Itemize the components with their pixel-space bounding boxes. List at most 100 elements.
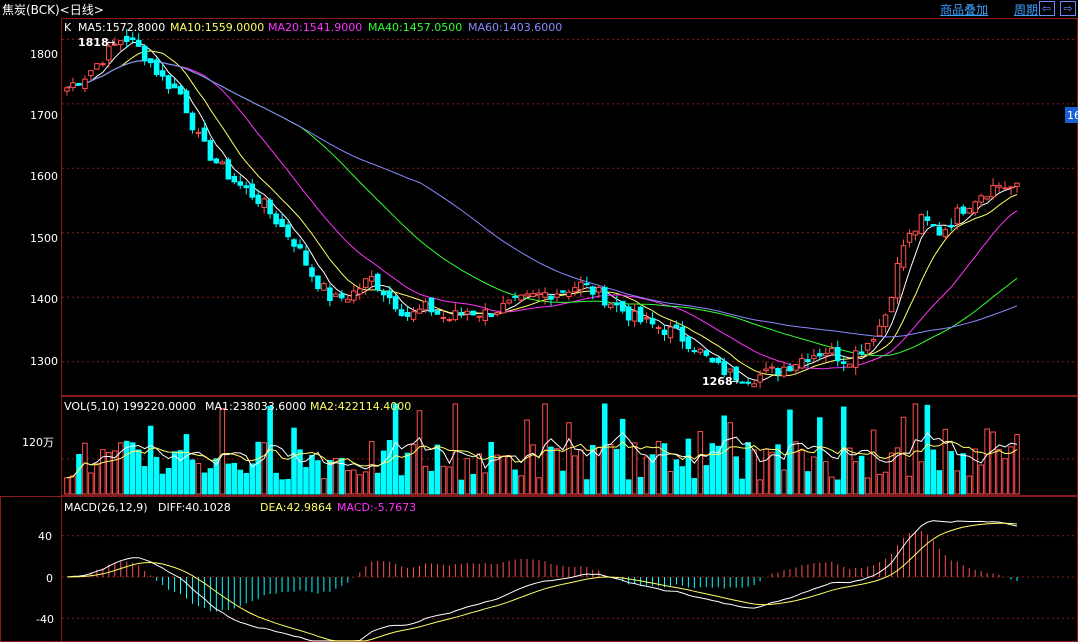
candle-body — [763, 368, 769, 372]
price-tick-1600: 1600 — [30, 170, 58, 183]
volume-bar — [799, 449, 805, 495]
candle-body — [219, 161, 226, 165]
candle-body — [703, 350, 710, 356]
volume-bar — [703, 465, 710, 495]
volume-bar — [709, 443, 716, 495]
high-marker-label: 1818 — [78, 36, 109, 49]
candle-body — [506, 299, 512, 304]
price-panel-border — [61, 18, 1078, 396]
volume-bar — [386, 439, 393, 495]
volume-bar — [924, 404, 931, 495]
volume-bar — [351, 469, 357, 495]
candle-body — [918, 214, 925, 234]
candle-body — [691, 350, 698, 353]
volume-bar — [231, 462, 238, 495]
ma60-legend: MA60:1403.6000 — [468, 21, 562, 34]
candle-body — [894, 263, 901, 299]
candle-body — [225, 159, 232, 180]
volume-bar — [888, 452, 895, 495]
volume-bar — [715, 445, 722, 495]
volume-bar — [721, 415, 728, 495]
volume-bar — [207, 468, 214, 495]
period-link[interactable]: 周期 — [1013, 3, 1038, 17]
candle-body — [141, 45, 148, 62]
candle-body — [297, 244, 303, 249]
candle-body — [787, 366, 793, 372]
candle-body — [159, 70, 166, 77]
volume-bar — [613, 448, 620, 495]
volume-bar — [117, 442, 124, 495]
candle-body — [595, 286, 602, 293]
volume-bar — [607, 443, 614, 495]
volume-bar — [147, 425, 154, 495]
volume-bar — [817, 417, 823, 495]
volume-bar — [285, 479, 291, 495]
right-price-tag-text: 16 — [1067, 109, 1078, 122]
volume-bar — [291, 427, 297, 495]
volume-bar — [112, 450, 118, 495]
candle-body — [82, 78, 88, 89]
candle-body — [840, 361, 847, 364]
volume-bar — [894, 447, 901, 495]
candle-body — [936, 226, 943, 236]
volume-bar — [297, 449, 303, 495]
candle-body — [799, 358, 805, 369]
volume-bar — [76, 454, 82, 495]
candle-body — [117, 40, 124, 46]
candle-body — [386, 290, 393, 299]
candle-body — [291, 239, 297, 247]
candle-body — [673, 324, 680, 329]
nav-buttons: ⇦ ⇨ — [1037, 1, 1076, 16]
volume-bar — [279, 479, 285, 495]
candle-body — [619, 300, 626, 312]
volume-bar — [918, 461, 925, 495]
candle-body — [536, 292, 542, 296]
candle-body — [422, 301, 429, 311]
ma10-line — [66, 50, 1018, 377]
chart-canvas: K MA5:1572.8000 MA10:1559.0000 MA20:1541… — [0, 18, 1078, 642]
volume-bar — [787, 409, 793, 495]
volume-bar — [506, 455, 512, 495]
nav-next-button[interactable]: ⇨ — [1060, 1, 1076, 16]
volume-bar — [876, 473, 883, 495]
candle-body — [924, 216, 931, 221]
candle-body — [500, 302, 506, 314]
volume-bar — [452, 403, 459, 495]
candle-body — [805, 359, 811, 363]
macd-tick-0: 0 — [46, 572, 53, 585]
header-links: 商品叠加 周期 — [918, 1, 1038, 18]
candle-body — [978, 195, 984, 203]
volume-bar — [368, 441, 375, 495]
volume-bar — [440, 465, 447, 495]
volume-bar — [619, 418, 626, 495]
volume-bar — [1008, 446, 1014, 495]
nav-prev-button[interactable]: ⇦ — [1038, 1, 1055, 16]
candle-body — [972, 201, 978, 214]
commodity-overlay-link[interactable]: 商品叠加 — [940, 3, 989, 17]
candle-body — [697, 348, 704, 353]
ma40-legend: MA40:1457.0500 — [368, 21, 462, 34]
candle-body — [524, 293, 530, 297]
volume-bar — [769, 451, 775, 495]
candle-body — [757, 374, 763, 383]
volume-bar — [129, 442, 136, 495]
macd-legend: MACD(26,12,9) — [64, 501, 148, 514]
candle-body — [942, 229, 949, 237]
macd-histogram-group — [72, 531, 1018, 612]
candle-body — [309, 267, 315, 277]
volume-bar — [470, 473, 477, 495]
volume-bar — [685, 438, 692, 495]
candle-body — [470, 310, 477, 316]
candle-body — [948, 224, 955, 228]
volume-bar — [590, 445, 596, 495]
volume-bar — [380, 450, 387, 495]
candle-body — [560, 290, 566, 293]
volume-bar — [219, 407, 226, 495]
volume-bar — [94, 463, 100, 495]
volume-bar — [273, 472, 279, 495]
candle-body — [601, 287, 608, 306]
candle-body — [960, 206, 967, 214]
volume-bar — [751, 449, 757, 495]
candle-body — [207, 140, 214, 161]
candle-body — [153, 59, 160, 75]
